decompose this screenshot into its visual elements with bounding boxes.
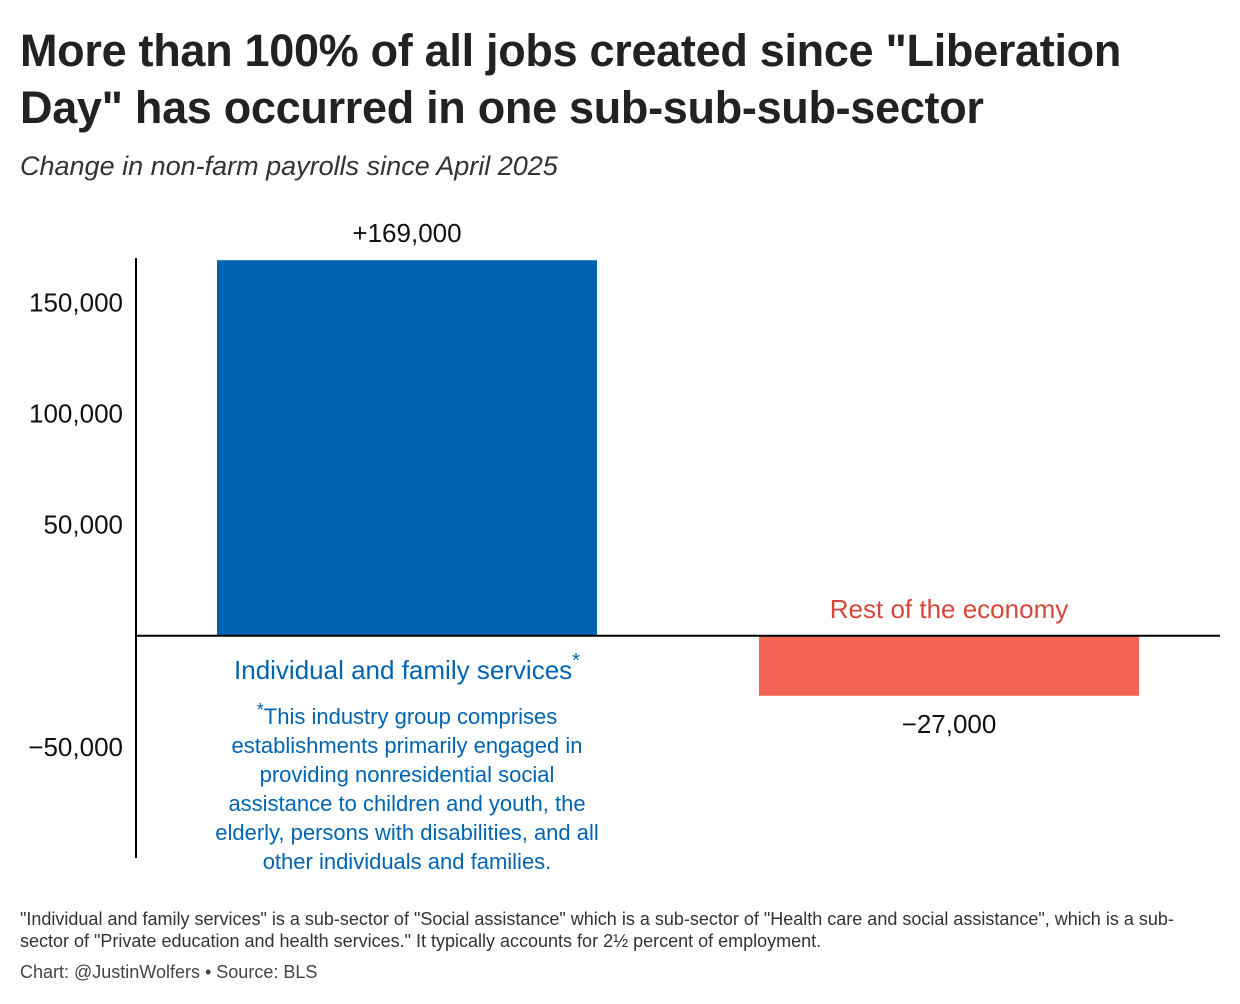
data-label: −27,000	[902, 709, 997, 739]
asterisk: *	[572, 650, 580, 672]
footnote: "Individual and family services" is a su…	[20, 909, 1174, 951]
y-tick-label: −50,000	[28, 732, 123, 762]
annotation-line: elderly, persons with disabilities, and …	[215, 820, 599, 845]
annotation-line: other individuals and families.	[263, 849, 552, 874]
credit-line: Chart: @JustinWolfers • Source: BLS	[20, 962, 318, 982]
asterisk: *	[257, 700, 264, 720]
bar-chart: 150,000 100,000 50,000 −50,000 +169,000 −27,0…	[28, 218, 1220, 874]
annotation-line: *This industry group comprises	[257, 700, 557, 729]
chart-subtitle: Change in non-farm payrolls since April …	[20, 151, 558, 181]
category-label-rest-of-economy: Rest of the economy	[830, 594, 1068, 624]
annotation-line: establishments primarily engaged in	[232, 733, 583, 758]
y-tick-label: 50,000	[43, 510, 123, 540]
bar-0	[217, 260, 597, 636]
chart-title: More than 100% of all jobs created since…	[20, 25, 1122, 133]
y-tick-label: 100,000	[29, 399, 123, 429]
data-label: +169,000	[352, 218, 461, 248]
y-tick-label: 150,000	[29, 287, 123, 317]
category-label-individual-family-services: Individual and family services*	[234, 650, 580, 685]
annotation-line: assistance to children and youth, the	[228, 791, 585, 816]
annotation-line: providing nonresidential social	[260, 762, 555, 787]
bar-1	[759, 635, 1139, 696]
